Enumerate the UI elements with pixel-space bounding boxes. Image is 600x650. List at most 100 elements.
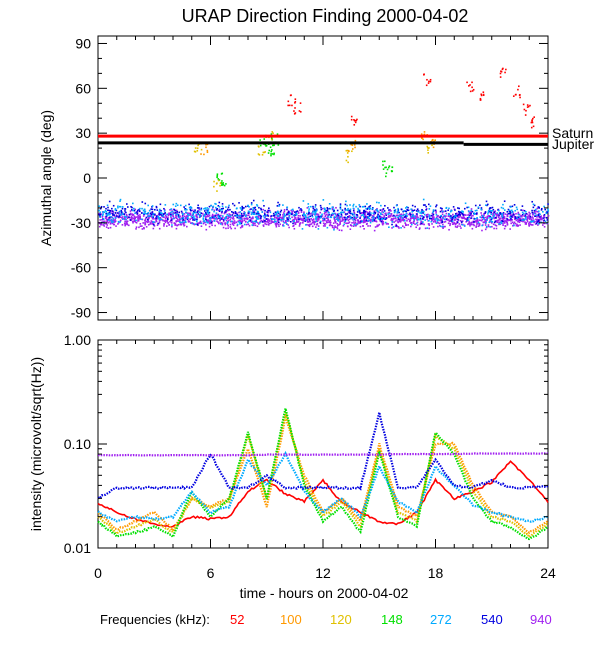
azimuth-point [353, 144, 356, 146]
azimuth-point [394, 208, 397, 211]
azimuth-point [540, 209, 543, 211]
azimuth-point [455, 218, 457, 220]
azimuth-point [473, 213, 476, 215]
azimuth-point [186, 215, 188, 217]
azimuth-point [350, 118, 353, 121]
azimuth-point [294, 222, 297, 224]
azimuth-point [104, 216, 107, 218]
azimuth-point [187, 219, 190, 222]
azimuth-point [393, 206, 395, 209]
azimuth-point [191, 214, 194, 217]
azimuth-point [397, 216, 399, 218]
azimuth-point [323, 218, 326, 220]
azimuth-point [326, 207, 329, 209]
azimuth-point [394, 225, 397, 227]
azimuth-point [494, 216, 497, 219]
azimuth-point [277, 221, 280, 224]
azimuth-point [326, 209, 329, 212]
azimuth-point [175, 215, 178, 217]
azimuth-point [491, 221, 494, 223]
azimuth-point [492, 223, 495, 226]
azimuth-point [246, 217, 249, 220]
azimuth-point [233, 220, 236, 222]
azimuth-point [144, 212, 146, 214]
azimuth-point [304, 220, 307, 222]
azimuth-point [420, 222, 423, 225]
azimuth-point [353, 222, 355, 225]
azimuth-point [327, 211, 330, 214]
azimuth-point [270, 150, 273, 153]
azimuth-point [205, 146, 207, 149]
azimuth-point [517, 219, 520, 221]
azimuth-point [354, 139, 357, 142]
azimuth-point [276, 217, 279, 220]
azimuth-point [413, 217, 415, 220]
azimuth-point [134, 212, 136, 215]
azimuth-point [528, 221, 531, 224]
azimuth-point [294, 112, 297, 114]
azimuth-point [526, 106, 529, 108]
azimuth-point [131, 218, 133, 220]
azimuth-point [236, 224, 239, 227]
azimuth-point [141, 228, 144, 230]
azimuth-point [201, 212, 204, 215]
azimuth-point [321, 213, 323, 216]
azimuth-point [534, 209, 537, 212]
azimuth-point [532, 219, 535, 221]
azimuth-point [345, 222, 347, 225]
azimuth-point [477, 206, 480, 209]
azimuth-point [138, 210, 141, 213]
azimuth-point [117, 205, 119, 208]
azimuth-point [124, 217, 126, 219]
azimuth-point [367, 207, 370, 210]
azimuth-point [525, 210, 527, 213]
azimuth-point [100, 223, 102, 226]
azimuth-point [521, 218, 523, 221]
azimuth-point [421, 223, 424, 225]
azimuth-point [202, 214, 205, 216]
azimuth-point [379, 220, 382, 222]
azimuth-point [105, 212, 107, 215]
azimuth-point [535, 215, 537, 218]
azimuth-point [382, 208, 385, 210]
azimuth-point [277, 220, 279, 223]
azimuth-point [313, 222, 315, 224]
azimuth-point [487, 209, 490, 212]
azimuth-point [353, 212, 356, 215]
azimuth-point [186, 218, 189, 221]
azimuth-point [531, 209, 533, 212]
azimuth-point [288, 104, 291, 107]
azimuth-point [491, 206, 494, 209]
azimuth-point [344, 217, 347, 220]
azimuth-point [366, 211, 369, 214]
azimuth-point [99, 216, 101, 218]
azimuth-point [213, 216, 215, 218]
azimuth-point [332, 208, 335, 211]
azimuth-point [435, 213, 438, 216]
azimuth-point [278, 225, 280, 227]
azimuth-point [432, 216, 435, 218]
azimuth-point [147, 220, 149, 222]
azimuth-point [523, 108, 526, 111]
azimuth-point [409, 213, 412, 216]
azimuth-point [224, 218, 226, 221]
azimuth-point [380, 216, 382, 218]
azimuth-point [382, 217, 385, 220]
azimuth-point [312, 219, 314, 221]
saturn-label: Saturn [552, 125, 593, 141]
azimuth-point [359, 225, 362, 228]
azimuth-point [324, 223, 327, 225]
azimuth-point [283, 213, 286, 215]
azimuth-point [357, 219, 359, 221]
azimuth-point [154, 213, 156, 216]
azimuth-point [267, 218, 270, 220]
azimuth-point [435, 210, 437, 213]
azimuth-point [451, 218, 453, 221]
azimuth-point [205, 143, 207, 146]
azimuth-point [209, 217, 211, 220]
azimuth-point [524, 114, 527, 116]
azimuth-point [328, 224, 331, 227]
azimuth-point [542, 217, 545, 219]
azimuth-point [439, 217, 442, 220]
azimuth-point [503, 217, 506, 219]
